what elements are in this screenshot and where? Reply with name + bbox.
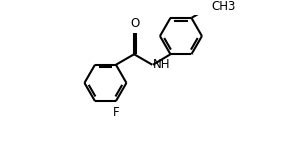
Text: NH: NH	[153, 58, 170, 71]
Text: CH3: CH3	[211, 0, 235, 13]
Text: F: F	[113, 106, 120, 119]
Text: O: O	[130, 17, 139, 30]
